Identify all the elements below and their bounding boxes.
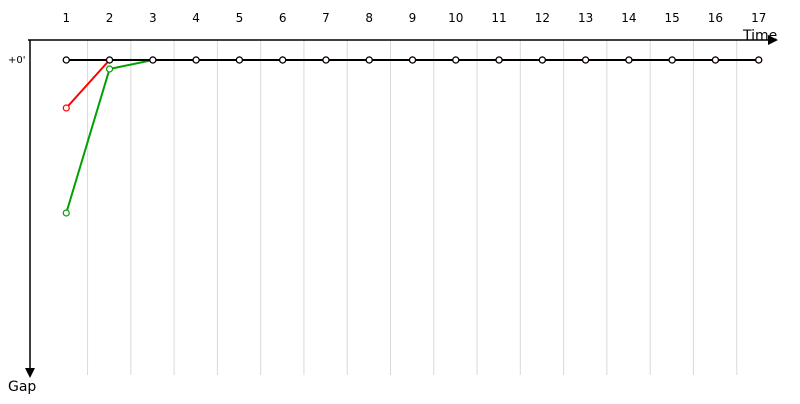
- y-tick-label-zero: +0': [8, 55, 26, 66]
- series-line-1: [65, 59, 759, 214]
- series-line-3: [65, 59, 759, 109]
- series-point: [625, 56, 633, 64]
- x-tick-label: 4: [192, 11, 200, 25]
- y-axis-label: Gap: [8, 379, 36, 395]
- series-point: [235, 56, 243, 64]
- x-tick-label: 17: [751, 11, 766, 25]
- y-axis-arrow: [25, 368, 35, 378]
- series-point: [62, 209, 70, 217]
- x-tick-label: 7: [322, 11, 330, 25]
- x-tick-label: 2: [106, 11, 114, 25]
- x-tick-labels: 1 2 3 4 5 6 7 8 9 10 11 12 13 14 15 16 17: [62, 11, 766, 25]
- x-tick-label: 16: [708, 11, 723, 25]
- x-tick-label: 9: [409, 11, 417, 25]
- series-point: [365, 56, 373, 64]
- x-tick-label: 3: [149, 11, 157, 25]
- x-axis-label: Time: [742, 28, 777, 44]
- series-point: [711, 56, 720, 64]
- x-tick-label: 6: [279, 11, 287, 25]
- series-point: [192, 56, 200, 64]
- series-point: [495, 56, 503, 64]
- series-point: [755, 56, 763, 64]
- series-point: [62, 104, 70, 112]
- series-point: [149, 56, 157, 64]
- series-point: [452, 56, 460, 64]
- axes: Time Gap +0': [8, 28, 778, 395]
- series-lines: [62, 56, 763, 217]
- x-tick-label: 14: [621, 11, 636, 25]
- x-tick-label: 15: [665, 11, 680, 25]
- x-tick-label: 1: [62, 11, 70, 25]
- x-tick-label: 12: [535, 11, 550, 25]
- x-tick-label: 13: [578, 11, 593, 25]
- x-tick-label: 11: [491, 11, 506, 25]
- series-point: [538, 56, 546, 64]
- series-point: [322, 56, 330, 64]
- x-tick-label: 5: [236, 11, 244, 25]
- series-point: [582, 56, 590, 64]
- series-point: [668, 56, 676, 64]
- grid-lines: [87, 40, 738, 375]
- series-point: [408, 56, 417, 64]
- series-point: [105, 56, 114, 64]
- series-point: [105, 65, 114, 73]
- x-axis-arrow: [768, 35, 778, 45]
- x-tick-label: 8: [365, 11, 373, 25]
- x-tick-label: 10: [448, 11, 463, 25]
- series-point: [279, 56, 287, 64]
- series-point: [62, 56, 70, 64]
